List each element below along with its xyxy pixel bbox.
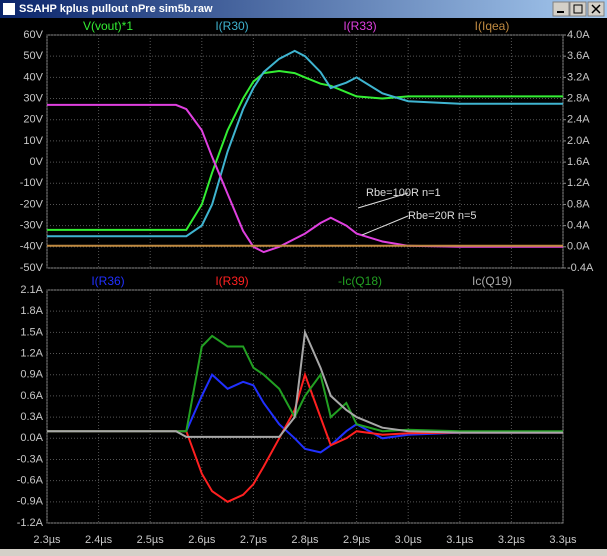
x-tick-label: 2.7µs xyxy=(240,534,268,546)
y-tick-label: 1.8A xyxy=(20,305,43,317)
y2-tick-label: 3.6A xyxy=(567,50,590,62)
y-tick-label: 0.6A xyxy=(20,390,43,402)
x-tick-label: 3.1µs xyxy=(446,534,474,546)
y2-tick-label: 2.8A xyxy=(567,92,590,104)
y-tick-label: 0.0A xyxy=(20,432,43,444)
x-tick-label: 2.3µs xyxy=(33,534,61,546)
y2-tick-label: 2.0A xyxy=(567,135,590,147)
y-tick-label: 10V xyxy=(23,135,43,147)
y2-tick-label: -0.4A xyxy=(567,262,594,274)
legend-entry: V(vout)*1 xyxy=(83,19,133,33)
y-tick-label: -50V xyxy=(20,262,44,274)
legend-entry: -Ic(Q18) xyxy=(338,274,382,288)
window-buttons xyxy=(552,1,605,17)
y-tick-label: 30V xyxy=(23,92,43,104)
y2-tick-label: 0.0A xyxy=(567,241,590,253)
x-tick-label: 2.8µs xyxy=(291,534,319,546)
y-tick-label: -0.3A xyxy=(17,453,44,465)
window-frame xyxy=(0,549,607,556)
x-tick-label: 2.5µs xyxy=(137,534,165,546)
legend-entry: Ic(Q19) xyxy=(472,274,512,288)
x-tick-label: 2.9µs xyxy=(343,534,371,546)
y-tick-label: 2.1A xyxy=(20,284,43,296)
x-tick-label: 3.2µs xyxy=(498,534,526,546)
y2-tick-label: 3.2A xyxy=(567,71,590,83)
maximize-button[interactable] xyxy=(569,1,587,17)
y2-tick-label: 2.4A xyxy=(567,114,590,126)
maximize-icon xyxy=(573,4,583,14)
x-tick-label: 2.6µs xyxy=(188,534,216,546)
legend-entry: I(Iqea) xyxy=(475,19,510,33)
y-tick-label: -20V xyxy=(20,198,44,210)
y-tick-label: 0.9A xyxy=(20,369,43,381)
series-line xyxy=(47,334,563,433)
y-tick-label: -30V xyxy=(20,220,44,232)
series-line xyxy=(47,328,563,438)
legend-entry: I(R30) xyxy=(215,19,248,33)
annotation: Rbe=20R n=5 xyxy=(408,210,477,222)
y2-tick-label: 1.2A xyxy=(567,177,590,189)
series-line xyxy=(47,69,563,231)
y-tick-label: 40V xyxy=(23,71,43,83)
y2-tick-label: 0.4A xyxy=(567,220,590,232)
y2-tick-label: 0.8A xyxy=(567,198,590,210)
minimize-button[interactable] xyxy=(552,1,570,17)
close-icon xyxy=(591,4,601,14)
y-tick-label: -0.6A xyxy=(17,475,44,487)
annotation: Rbe=100R n=1 xyxy=(366,187,441,199)
window-icon xyxy=(3,3,15,15)
series-line xyxy=(47,49,563,238)
y-tick-label: 60V xyxy=(23,29,43,41)
y-tick-label: 20V xyxy=(23,114,43,126)
x-tick-label: 2.4µs xyxy=(85,534,113,546)
y-tick-label: 50V xyxy=(23,50,43,62)
y-tick-label: 0V xyxy=(30,156,44,168)
x-tick-label: 3.0µs xyxy=(395,534,423,546)
y-tick-label: -0.9A xyxy=(17,496,44,508)
legend-entry: I(R33) xyxy=(343,19,376,33)
title-bar xyxy=(0,0,607,18)
window-title: SSAHP kplus pullout nPre sim5b.raw xyxy=(19,3,213,15)
y-tick-label: 1.5A xyxy=(20,326,43,338)
y-tick-label: 0.3A xyxy=(20,411,43,423)
annotation-arrow xyxy=(357,192,409,209)
y-tick-label: -10V xyxy=(20,177,44,189)
legend-entry: I(R39) xyxy=(215,274,248,288)
y2-tick-label: 4.0A xyxy=(567,29,590,41)
legend-entry: I(R36) xyxy=(91,274,124,288)
y-tick-label: 1.2A xyxy=(20,347,43,359)
x-tick-label: 3.3µs xyxy=(549,534,577,546)
y-tick-label: -40V xyxy=(20,241,44,253)
y2-tick-label: 1.6A xyxy=(567,156,590,168)
y-tick-label: -1.2A xyxy=(17,517,44,529)
annotation-arrow xyxy=(361,215,409,236)
